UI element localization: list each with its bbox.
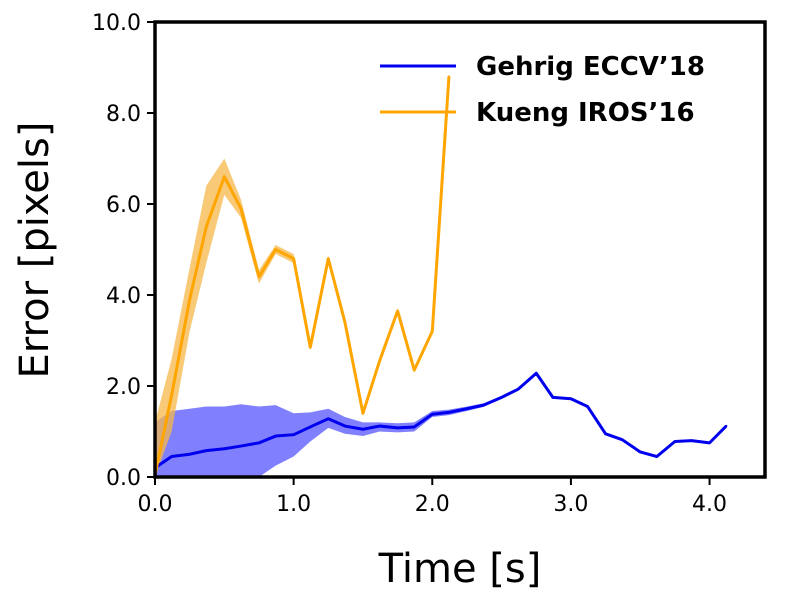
data-point (655, 455, 659, 458)
data-point (535, 372, 538, 375)
data-point (239, 207, 243, 210)
data-point (447, 75, 451, 78)
data-point (604, 432, 607, 435)
data-point (239, 444, 243, 448)
data-point (724, 424, 728, 428)
x-tick-label: 3.0 (553, 492, 588, 517)
legend: Gehrig ECCV’18 Kueng IROS’16 (380, 52, 705, 128)
data-point (517, 387, 520, 391)
line-series-0 (154, 371, 728, 470)
data-point (343, 424, 347, 428)
data-point (170, 455, 173, 458)
data-point (465, 407, 469, 410)
data-point (327, 257, 330, 260)
x-tick-label: 0.0 (138, 492, 173, 517)
data-point (639, 450, 642, 454)
data-point (482, 403, 485, 407)
data-point (431, 413, 434, 416)
data-point (223, 175, 226, 178)
data-point (708, 441, 711, 445)
x-tick-label: 2.0 (415, 492, 450, 517)
data-point (378, 424, 381, 428)
x-tick-label: 1.0 (276, 492, 311, 517)
series-lines (153, 75, 728, 476)
data-point (309, 425, 312, 429)
data-point (361, 412, 365, 415)
data-point (586, 405, 589, 408)
y-tick-label: 4.0 (106, 284, 141, 309)
data-point (500, 396, 503, 399)
data-point (396, 309, 399, 313)
data-point (205, 449, 208, 452)
legend-label-kueng: Kueng IROS’16 (476, 98, 695, 128)
data-point (551, 396, 555, 399)
data-point (292, 257, 295, 260)
y-tick-label: 10.0 (92, 11, 141, 36)
y-tick-label: 2.0 (106, 375, 141, 400)
confidence-bands (155, 74, 727, 477)
data-point (309, 346, 312, 349)
y-tick-label: 6.0 (106, 193, 141, 218)
data-point (257, 441, 261, 445)
data-point (431, 330, 434, 333)
data-point (274, 248, 277, 251)
x-axis-title: Time [s] (378, 546, 542, 592)
data-point (188, 453, 191, 456)
data-point (447, 411, 451, 414)
data-point (361, 428, 365, 431)
data-point (413, 368, 416, 372)
axis-ticks: 0.0 1.0 2.0 3.0 4.0 0.0 2.0 4.0 6.0 8.0 10.0 (92, 11, 727, 517)
data-point (223, 447, 226, 450)
data-point (188, 298, 191, 301)
data-point (621, 438, 624, 441)
data-point (378, 359, 381, 363)
y-tick-label: 8.0 (106, 102, 141, 127)
plot-frame (153, 20, 767, 479)
band-series-0 (155, 372, 727, 477)
legend-label-gehrig: Gehrig ECCV’18 (476, 52, 705, 82)
data-point (343, 321, 347, 324)
y-axis-title: Error [pixels] (12, 122, 58, 379)
data-point (569, 397, 573, 400)
data-point (327, 417, 330, 420)
data-point (205, 225, 208, 228)
x-tick-label: 4.0 (692, 492, 727, 517)
y-tick-label: 0.0 (106, 466, 141, 491)
data-point (292, 433, 295, 436)
data-point (690, 439, 693, 442)
data-point (396, 426, 399, 430)
data-point (413, 425, 416, 429)
data-point (257, 275, 261, 278)
data-point (274, 434, 277, 438)
data-point (673, 440, 677, 443)
line-series-1 (153, 76, 451, 476)
data-point (170, 393, 173, 397)
